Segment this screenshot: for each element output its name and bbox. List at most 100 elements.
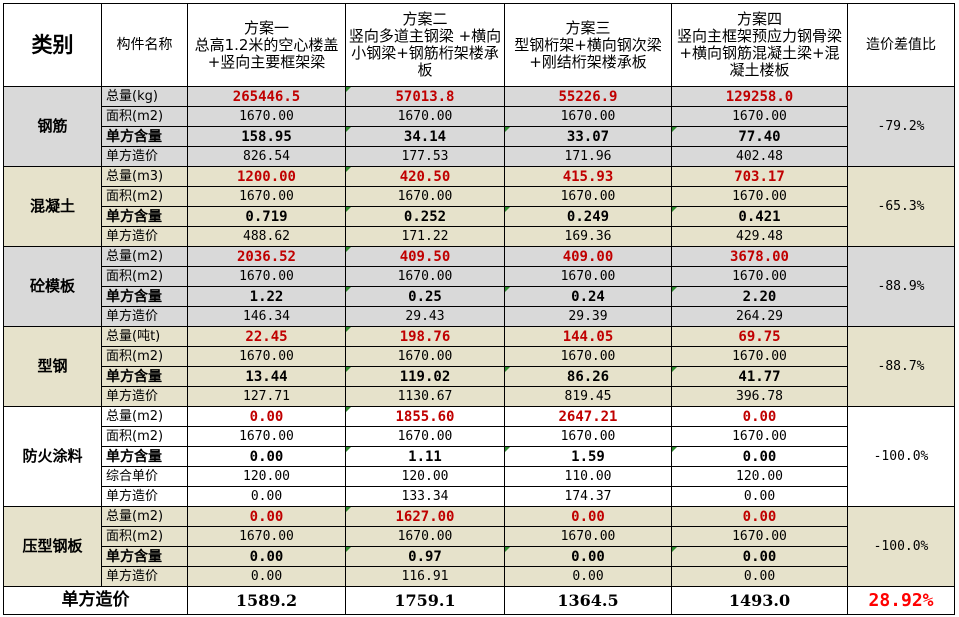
value-cell-plan-1[interactable]: 0.00	[187, 566, 346, 587]
value-cell-plan-1[interactable]: 0.00	[187, 406, 346, 427]
value-cell-plan-1[interactable]: 1670.00	[187, 106, 346, 127]
value-cell-plan-4[interactable]: 1670.00	[671, 526, 848, 547]
value-cell-plan-3[interactable]: 0.00	[504, 546, 672, 567]
value-cell-plan-3[interactable]: 0.24	[504, 286, 672, 307]
value-cell-plan-3[interactable]: 110.00	[504, 466, 672, 487]
value-cell-plan-1[interactable]: 1.22	[187, 286, 346, 307]
component-label-cell[interactable]: 面积(m2)	[101, 186, 188, 207]
value-cell-plan-1[interactable]: 1670.00	[187, 426, 346, 447]
value-cell-plan-3[interactable]: 415.93	[504, 166, 672, 187]
value-cell-plan-3[interactable]: 55226.9	[504, 86, 672, 107]
component-label-cell[interactable]: 单方造价	[101, 306, 188, 327]
value-cell-plan-3[interactable]: 1670.00	[504, 266, 672, 287]
component-label-cell[interactable]: 总量(kg)	[101, 86, 188, 107]
value-cell-plan-4[interactable]: 1670.00	[671, 106, 848, 127]
value-cell-plan-2[interactable]: 116.91	[345, 566, 505, 587]
value-cell-plan-2[interactable]: 1627.00	[345, 506, 505, 527]
ratio-cell[interactable]: -100.0%	[847, 406, 955, 507]
component-label-cell[interactable]: 单方造价	[101, 146, 188, 167]
header-component[interactable]: 构件名称	[101, 3, 188, 87]
value-cell-plan-1[interactable]: 1670.00	[187, 526, 346, 547]
component-label-cell[interactable]: 综合单价	[101, 466, 188, 487]
value-cell-plan-1[interactable]: 265446.5	[187, 86, 346, 107]
component-label-cell[interactable]: 单方含量	[101, 546, 188, 567]
value-cell-plan-3[interactable]: 819.45	[504, 386, 672, 407]
component-label-cell[interactable]: 单方造价	[101, 226, 188, 247]
value-cell-plan-2[interactable]: 119.02	[345, 366, 505, 387]
value-cell-plan-1[interactable]: 0.00	[187, 446, 346, 467]
value-cell-plan-1[interactable]: 1670.00	[187, 266, 346, 287]
component-label-cell[interactable]: 总量(m2)	[101, 506, 188, 527]
value-cell-plan-2[interactable]: 1.11	[345, 446, 505, 467]
category-cell[interactable]: 型钢	[3, 326, 102, 407]
value-cell-plan-1[interactable]: 0.719	[187, 206, 346, 227]
ratio-cell[interactable]: -100.0%	[847, 506, 955, 587]
component-label-cell[interactable]: 总量(m2)	[101, 246, 188, 267]
value-cell-plan-4[interactable]: 41.77	[671, 366, 848, 387]
component-label-cell[interactable]: 单方含量	[101, 446, 188, 467]
value-cell-plan-4[interactable]: 69.75	[671, 326, 848, 347]
value-cell-plan-2[interactable]: 1855.60	[345, 406, 505, 427]
value-cell-plan-2[interactable]: 198.76	[345, 326, 505, 347]
value-cell-plan-3[interactable]: 0.249	[504, 206, 672, 227]
value-cell-plan-4[interactable]: 0.00	[671, 566, 848, 587]
value-cell-plan-1[interactable]: 120.00	[187, 466, 346, 487]
footer-ratio[interactable]: 28.92%	[847, 586, 955, 615]
value-cell-plan-1[interactable]: 0.00	[187, 486, 346, 507]
ratio-cell[interactable]: -88.7%	[847, 326, 955, 407]
value-cell-plan-1[interactable]: 13.44	[187, 366, 346, 387]
value-cell-plan-4[interactable]: 0.00	[671, 546, 848, 567]
value-cell-plan-4[interactable]: 1670.00	[671, 426, 848, 447]
header-plan-2[interactable]: 方案二 竖向多道主钢梁 +横向小钢梁+钢筋桁架楼承板	[345, 3, 505, 87]
value-cell-plan-1[interactable]: 1200.00	[187, 166, 346, 187]
value-cell-plan-1[interactable]: 0.00	[187, 506, 346, 527]
value-cell-plan-4[interactable]: 0.00	[671, 486, 848, 507]
value-cell-plan-3[interactable]: 174.37	[504, 486, 672, 507]
value-cell-plan-2[interactable]: 420.50	[345, 166, 505, 187]
value-cell-plan-1[interactable]: 488.62	[187, 226, 346, 247]
value-cell-plan-3[interactable]: 409.00	[504, 246, 672, 267]
value-cell-plan-3[interactable]: 171.96	[504, 146, 672, 167]
value-cell-plan-2[interactable]: 0.97	[345, 546, 505, 567]
value-cell-plan-4[interactable]: 0.421	[671, 206, 848, 227]
component-label-cell[interactable]: 单方造价	[101, 386, 188, 407]
value-cell-plan-1[interactable]: 22.45	[187, 326, 346, 347]
component-label-cell[interactable]: 总量(m3)	[101, 166, 188, 187]
component-label-cell[interactable]: 总量(m2)	[101, 406, 188, 427]
category-cell[interactable]: 防火涂料	[3, 406, 102, 507]
component-label-cell[interactable]: 面积(m2)	[101, 266, 188, 287]
component-label-cell[interactable]: 面积(m2)	[101, 526, 188, 547]
value-cell-plan-4[interactable]: 396.78	[671, 386, 848, 407]
component-label-cell[interactable]: 单方造价	[101, 486, 188, 507]
value-cell-plan-3[interactable]: 29.39	[504, 306, 672, 327]
value-cell-plan-2[interactable]: 34.14	[345, 126, 505, 147]
header-plan-3[interactable]: 方案三 型钢桁架+横向钢次梁+刚结桁架楼承板	[504, 3, 672, 87]
component-label-cell[interactable]: 总量(吨t)	[101, 326, 188, 347]
value-cell-plan-1[interactable]: 146.34	[187, 306, 346, 327]
header-plan-1[interactable]: 方案一 总高1.2米的空心楼盖+竖向主要框架梁	[187, 3, 346, 87]
header-category[interactable]: 类别	[3, 3, 102, 87]
component-label-cell[interactable]: 单方造价	[101, 566, 188, 587]
value-cell-plan-2[interactable]: 57013.8	[345, 86, 505, 107]
value-cell-plan-3[interactable]: 1670.00	[504, 426, 672, 447]
value-cell-plan-1[interactable]: 1670.00	[187, 186, 346, 207]
category-cell[interactable]: 钢筋	[3, 86, 102, 167]
value-cell-plan-4[interactable]: 0.00	[671, 506, 848, 527]
value-cell-plan-2[interactable]: 177.53	[345, 146, 505, 167]
value-cell-plan-3[interactable]: 2647.21	[504, 406, 672, 427]
header-plan-4[interactable]: 方案四 竖向主框架预应力钢骨梁+横向钢筋混凝土梁+混凝土楼板	[671, 3, 848, 87]
value-cell-plan-3[interactable]: 0.00	[504, 506, 672, 527]
component-label-cell[interactable]: 面积(m2)	[101, 426, 188, 447]
category-cell[interactable]: 压型钢板	[3, 506, 102, 587]
component-label-cell[interactable]: 单方含量	[101, 126, 188, 147]
value-cell-plan-3[interactable]: 1670.00	[504, 186, 672, 207]
component-label-cell[interactable]: 面积(m2)	[101, 346, 188, 367]
value-cell-plan-1[interactable]: 158.95	[187, 126, 346, 147]
value-cell-plan-4[interactable]: 703.17	[671, 166, 848, 187]
value-cell-plan-2[interactable]: 1670.00	[345, 186, 505, 207]
value-cell-plan-1[interactable]: 0.00	[187, 546, 346, 567]
value-cell-plan-4[interactable]: 0.00	[671, 406, 848, 427]
value-cell-plan-2[interactable]: 409.50	[345, 246, 505, 267]
value-cell-plan-4[interactable]: 1670.00	[671, 346, 848, 367]
value-cell-plan-1[interactable]: 127.71	[187, 386, 346, 407]
